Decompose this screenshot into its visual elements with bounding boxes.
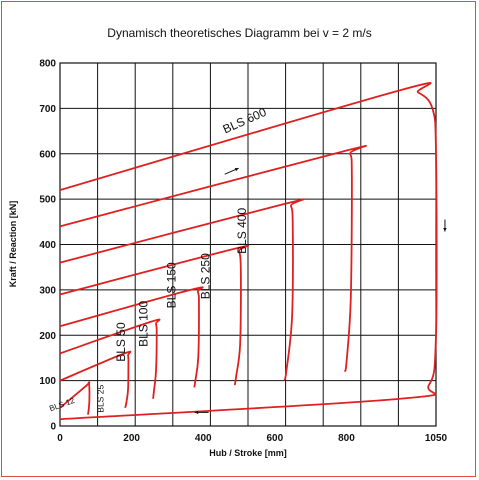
x-tick-labels: 0 200 400 600 800 1050 (57, 433, 447, 444)
curve-label-bls-400: BLS 400 (235, 208, 249, 254)
curve-bls-250 (59, 198, 305, 381)
arrow-head (234, 167, 239, 172)
curve-label-bls-250: BLS 250 (199, 253, 213, 299)
curve-bls-600 (59, 82, 438, 421)
arrow-head (443, 227, 447, 232)
y-tick-label: 300 (39, 285, 56, 296)
chart-title: Dynamisch theoretisches Diagramm bei v =… (107, 26, 372, 40)
y-tick-labels: 0 100 200 300 400 500 600 700 800 (39, 59, 56, 433)
curve-bls-400 (59, 144, 367, 373)
y-tick-label: 600 (39, 149, 56, 160)
arrow-head (194, 410, 199, 415)
curve-label-bls-150: BLS 150 (164, 262, 178, 308)
x-tick-label: 1050 (425, 433, 448, 444)
y-tick-label: 100 (39, 376, 56, 387)
bls-curves (59, 82, 438, 421)
y-axis-label: Kraft / Reaction [kN] (8, 201, 18, 288)
arrow-up-right (224, 167, 239, 175)
x-tick-label: 400 (195, 433, 212, 444)
y-tick-label: 400 (39, 240, 56, 251)
curve-bls-50 (59, 318, 161, 399)
y-tick-label: 500 (39, 195, 56, 206)
x-tick-label: 0 (57, 433, 63, 444)
y-tick-label: 700 (39, 104, 56, 115)
curve-label-bls-50: BLS 50 (114, 322, 128, 362)
y-tick-label: 0 (50, 422, 56, 433)
curve-bls-12 (59, 381, 91, 415)
x-axis-label: Hub / Stroke [mm] (209, 448, 287, 458)
curve-bls-25 (59, 350, 132, 409)
x-tick-label: 200 (123, 433, 140, 444)
curve-label-bls-100: BLS 100 (137, 301, 151, 347)
arrow-down (443, 219, 447, 232)
x-tick-label: 600 (267, 433, 284, 444)
arrow-left (194, 410, 209, 415)
grid-lines (60, 63, 436, 426)
x-tick-label: 800 (338, 433, 355, 444)
curve-bls-100 (59, 286, 204, 388)
y-tick-label: 800 (39, 59, 56, 70)
curve-label-bls-25: BLS 25 (96, 385, 106, 413)
y-tick-label: 200 (39, 331, 56, 342)
direction-arrows (194, 167, 447, 415)
curve-bls-150 (59, 244, 250, 386)
